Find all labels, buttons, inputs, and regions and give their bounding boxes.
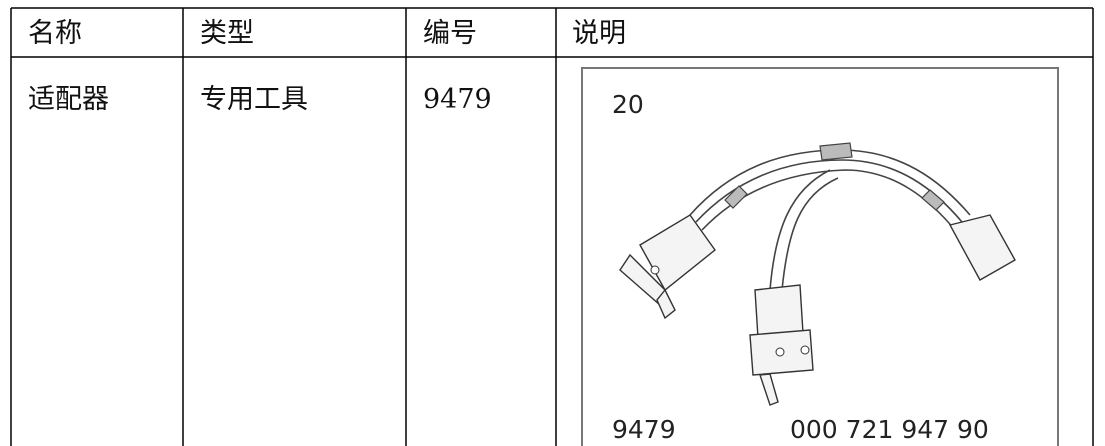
header-cell: 名称 bbox=[28, 18, 82, 49]
header-cell: 说明 bbox=[572, 18, 626, 49]
table-cell: 9479 bbox=[423, 84, 492, 115]
header-cell: 类型 bbox=[200, 18, 254, 49]
figure-part-label: 9479 bbox=[612, 415, 676, 444]
figure: 20 9479 000 721 947 90 bbox=[581, 67, 1059, 446]
table-grid bbox=[10, 7, 1094, 446]
table-cell: 专用工具 bbox=[200, 84, 308, 115]
adapter-illustration bbox=[619, 142, 1016, 406]
header-cell: 编号 bbox=[423, 18, 477, 49]
figure-index: 20 bbox=[612, 90, 644, 119]
table-cell: 适配器 bbox=[28, 84, 109, 115]
figure-number-label: 000 721 947 90 bbox=[790, 415, 989, 444]
